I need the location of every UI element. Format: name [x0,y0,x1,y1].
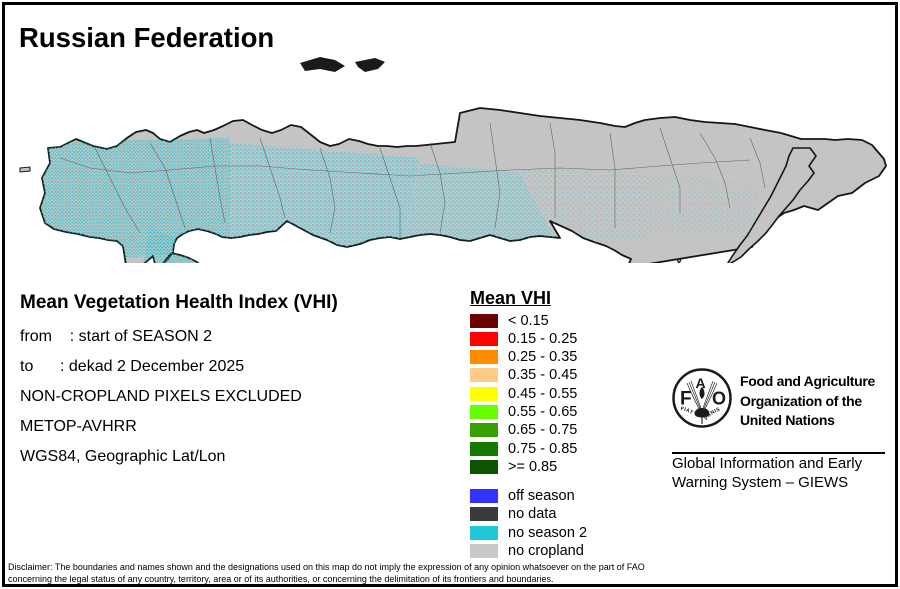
svg-text:O: O [712,389,726,409]
svg-text:A: A [696,375,706,391]
svg-text:F: F [680,389,692,410]
